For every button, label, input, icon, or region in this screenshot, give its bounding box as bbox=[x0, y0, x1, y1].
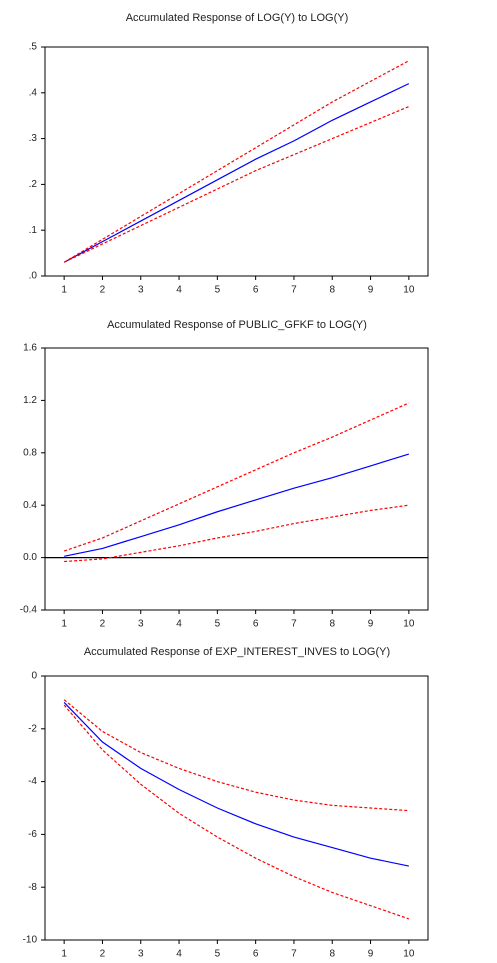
y-tick-label: .0 bbox=[29, 271, 38, 282]
series-line bbox=[63, 402, 410, 552]
y-tick-label: 0.4 bbox=[23, 500, 37, 511]
series-line bbox=[63, 699, 409, 812]
x-tick-label: 3 bbox=[138, 285, 144, 296]
x-tick-label: 5 bbox=[215, 619, 221, 630]
x-tick-label: 3 bbox=[138, 619, 144, 630]
x-tick-label: 5 bbox=[215, 285, 221, 296]
x-tick-label: 8 bbox=[329, 619, 335, 630]
x-tick-label: 10 bbox=[403, 619, 415, 630]
x-tick-label: 2 bbox=[100, 949, 106, 960]
x-tick-label: 4 bbox=[176, 949, 182, 960]
y-tick-label: .4 bbox=[29, 87, 38, 98]
y-tick-label: -8 bbox=[28, 882, 37, 893]
series-line bbox=[64, 504, 409, 563]
y-tick-label: -2 bbox=[28, 723, 37, 734]
series-line bbox=[63, 105, 410, 263]
y-tick-label: .1 bbox=[29, 225, 38, 236]
x-tick-label: 2 bbox=[100, 619, 106, 630]
series-line bbox=[63, 60, 410, 263]
x-tick-label: 9 bbox=[368, 619, 374, 630]
y-tick-label: 0.8 bbox=[23, 447, 37, 458]
y-tick-label: -10 bbox=[23, 935, 38, 946]
x-tick-label: 5 bbox=[215, 949, 221, 960]
y-tick-label: .5 bbox=[29, 42, 38, 53]
y-tick-label: .3 bbox=[29, 133, 38, 144]
x-tick-label: 6 bbox=[253, 949, 259, 960]
y-tick-label: 1.6 bbox=[23, 343, 37, 354]
x-tick-label: 6 bbox=[253, 619, 259, 630]
plot-frame bbox=[44, 347, 429, 611]
x-tick-label: 9 bbox=[368, 949, 374, 960]
x-tick-label: 1 bbox=[61, 285, 67, 296]
x-tick-label: 8 bbox=[329, 949, 335, 960]
y-tick-label: 0.0 bbox=[23, 552, 37, 563]
x-tick-label: 7 bbox=[291, 949, 297, 960]
chart-title: Accumulated Response of EXP_INTEREST_INV… bbox=[84, 646, 390, 658]
x-tick-label: 10 bbox=[403, 285, 415, 296]
y-tick-label: 0 bbox=[31, 671, 37, 682]
y-tick-label: -4 bbox=[28, 776, 37, 787]
series-line bbox=[63, 83, 410, 263]
plot-frame bbox=[44, 675, 429, 941]
chart-title: Accumulated Response of LOG(Y) to LOG(Y) bbox=[126, 12, 349, 24]
x-tick-label: 8 bbox=[329, 285, 335, 296]
x-tick-label: 2 bbox=[100, 285, 106, 296]
series-line bbox=[63, 704, 410, 920]
series-line bbox=[63, 701, 409, 867]
x-tick-label: 4 bbox=[176, 619, 182, 630]
plot-frame bbox=[44, 46, 429, 277]
y-tick-label: -0.4 bbox=[20, 605, 38, 616]
x-tick-label: 6 bbox=[253, 285, 259, 296]
y-tick-label: -6 bbox=[28, 829, 37, 840]
x-tick-label: 4 bbox=[176, 285, 182, 296]
chart-title: Accumulated Response of PUBLIC_GFKF to L… bbox=[107, 319, 367, 331]
y-tick-label: 1.2 bbox=[23, 395, 37, 406]
x-tick-label: 3 bbox=[138, 949, 144, 960]
y-tick-label: .2 bbox=[29, 179, 38, 190]
x-tick-label: 7 bbox=[291, 285, 297, 296]
x-tick-label: 7 bbox=[291, 619, 297, 630]
x-tick-label: 1 bbox=[61, 949, 67, 960]
x-tick-label: 1 bbox=[61, 619, 67, 630]
x-tick-label: 9 bbox=[368, 285, 374, 296]
x-tick-label: 10 bbox=[403, 949, 415, 960]
series-line bbox=[64, 453, 410, 557]
